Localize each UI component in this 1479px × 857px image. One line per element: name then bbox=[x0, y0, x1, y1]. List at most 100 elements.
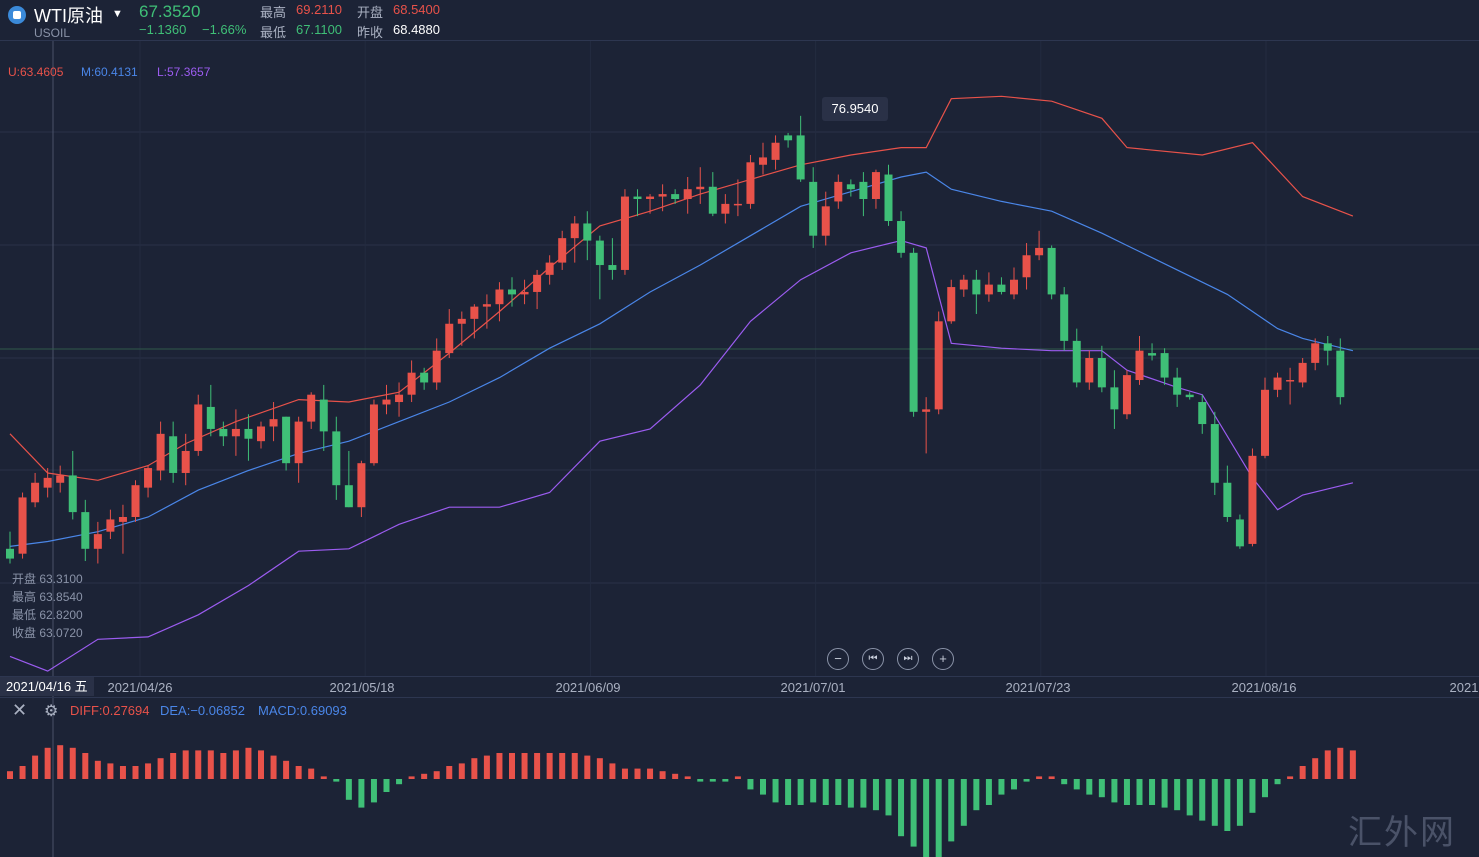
macd-histogram-bar bbox=[760, 779, 766, 795]
zoom-in-button[interactable]: + bbox=[932, 648, 954, 670]
macd-histogram-bar bbox=[872, 779, 879, 811]
candle-body bbox=[106, 519, 115, 532]
macd-histogram-bar bbox=[7, 771, 13, 779]
scroll-start-button[interactable]: ⏮ bbox=[862, 648, 884, 670]
macd-histogram-bar bbox=[521, 753, 528, 779]
macd-histogram-bar bbox=[559, 753, 566, 779]
x-tick-label: 2021/08/16 bbox=[1231, 680, 1297, 695]
candle-body bbox=[1097, 358, 1106, 388]
candle-body bbox=[1261, 389, 1269, 456]
candle-body bbox=[395, 394, 404, 403]
candle-body bbox=[1323, 343, 1332, 351]
candle-body bbox=[671, 194, 680, 199]
candle-body bbox=[1286, 380, 1295, 382]
candle-body bbox=[420, 372, 429, 383]
legend-upper-band: U:63.4605 bbox=[8, 65, 64, 79]
scroll-end-button[interactable]: ⏭ bbox=[897, 648, 919, 670]
close-indicator-icon[interactable]: ✕ bbox=[12, 700, 28, 720]
candle-body bbox=[432, 350, 441, 383]
candle-body bbox=[56, 475, 65, 483]
macd-histogram-bar bbox=[672, 773, 679, 779]
open-label: 开盘 bbox=[357, 5, 384, 20]
macd-histogram-bar bbox=[258, 750, 264, 779]
candle-body bbox=[909, 252, 918, 412]
candle-body bbox=[1311, 343, 1320, 363]
high-value: 69.2110 bbox=[296, 2, 343, 17]
candle-body bbox=[68, 475, 77, 513]
candle-body bbox=[332, 431, 341, 486]
macd-histogram-bar bbox=[358, 779, 365, 808]
macd-histogram-bar bbox=[772, 779, 779, 803]
candle-body bbox=[746, 162, 755, 204]
candle-body bbox=[922, 409, 931, 412]
candle-body bbox=[972, 279, 981, 295]
candle-body bbox=[1173, 377, 1182, 395]
macd-histogram-bar bbox=[1324, 750, 1331, 779]
candle-body bbox=[897, 221, 906, 253]
zoom-out-button[interactable]: − bbox=[827, 648, 849, 670]
candle-body bbox=[834, 181, 843, 202]
candle-body bbox=[194, 404, 203, 451]
macd-histogram-bar bbox=[320, 776, 327, 779]
macd-histogram-bar bbox=[647, 768, 654, 779]
macd-histogram-bar bbox=[835, 779, 842, 805]
candle-body bbox=[884, 174, 893, 222]
candle-body bbox=[1336, 350, 1345, 398]
candle-body bbox=[206, 406, 215, 429]
candle-body bbox=[1198, 402, 1207, 425]
candle-body bbox=[18, 497, 27, 554]
candle-body bbox=[759, 157, 767, 165]
candle-body bbox=[118, 517, 127, 522]
candle-body bbox=[181, 450, 190, 473]
macd-diff-label: DIFF:0.27694 bbox=[70, 703, 150, 718]
instrument-title[interactable]: WTI原油 bbox=[34, 6, 103, 26]
legend-lower-band: L:57.3657 bbox=[157, 65, 211, 79]
macd-histogram-bar bbox=[207, 750, 214, 779]
candle-body bbox=[1085, 358, 1094, 383]
candle-body bbox=[947, 287, 956, 322]
candle-body bbox=[646, 196, 655, 199]
macd-histogram-bar bbox=[609, 763, 616, 779]
candle-body bbox=[871, 172, 880, 199]
candle-body bbox=[369, 404, 378, 464]
macd-histogram-bar bbox=[1287, 776, 1294, 779]
macd-histogram-bar bbox=[1098, 779, 1105, 798]
candle-body bbox=[144, 468, 153, 488]
macd-histogram-bar bbox=[245, 747, 252, 779]
macd-histogram-bar bbox=[19, 766, 26, 779]
macd-histogram-bar bbox=[621, 768, 628, 779]
last-price: 67.3520 bbox=[139, 2, 201, 21]
candle-body bbox=[984, 284, 993, 295]
ohlc-open: 开盘 63.3100 bbox=[12, 572, 83, 586]
watermark-logo: 汇外网 bbox=[1348, 813, 1456, 853]
candle-body bbox=[784, 135, 793, 141]
settings-icon[interactable]: ⚙ bbox=[44, 703, 59, 720]
macd-histogram-bar bbox=[195, 750, 202, 779]
x-tick-label: 2021/05/18 bbox=[329, 680, 395, 695]
instrument-logo-icon bbox=[8, 6, 26, 24]
candle-body bbox=[1022, 255, 1031, 278]
candle-body bbox=[131, 485, 140, 517]
macd-histogram-bar bbox=[659, 771, 666, 779]
macd-histogram-bar bbox=[734, 776, 741, 779]
macd-histogram-bar bbox=[1249, 779, 1256, 813]
candle-body bbox=[495, 289, 504, 305]
macd-histogram-bar bbox=[697, 779, 704, 782]
macd-histogram-bar bbox=[571, 753, 578, 779]
candle-body bbox=[294, 421, 303, 464]
legend-middle-band: M:60.4131 bbox=[81, 65, 138, 79]
candle-body bbox=[1210, 424, 1219, 483]
candle-body bbox=[633, 196, 642, 199]
macd-histogram-bar bbox=[1161, 779, 1168, 808]
macd-histogram-bar bbox=[1262, 779, 1268, 798]
candle-body bbox=[583, 223, 592, 241]
dropdown-caret-icon[interactable]: ▼ bbox=[112, 8, 123, 20]
macd-histogram-bar bbox=[1048, 776, 1055, 779]
macd-histogram-bar bbox=[157, 758, 164, 779]
candle-body bbox=[1235, 519, 1244, 547]
candle-body bbox=[1035, 247, 1044, 256]
macd-histogram-bar bbox=[145, 763, 152, 779]
macd-histogram-bar bbox=[408, 776, 415, 779]
macd-histogram-bar bbox=[283, 760, 290, 779]
